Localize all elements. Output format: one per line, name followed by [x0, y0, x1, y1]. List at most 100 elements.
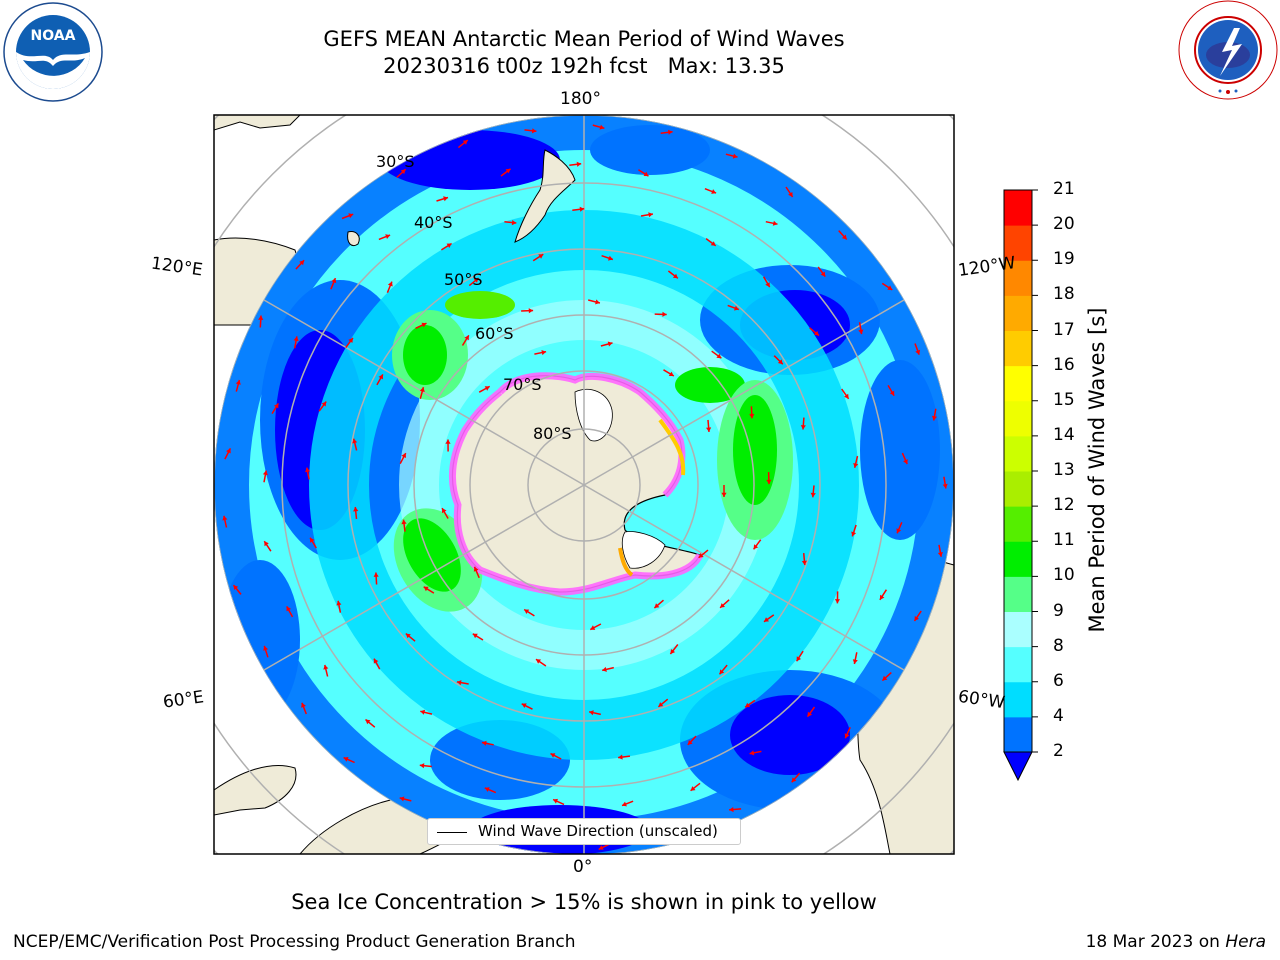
wind-wave-arrowhead: [915, 349, 921, 355]
wind-wave-arrowhead: [528, 308, 534, 314]
chart-subtitle: 20230316 t00z 192h fcst Max: 13.35: [383, 54, 785, 78]
colorbar-tick-label: 15: [1053, 389, 1075, 410]
wind-wave-arrowhead: [473, 566, 479, 572]
wind-wave-arrowhead: [887, 285, 893, 290]
wind-wave-arrowhead: [599, 124, 605, 130]
wind-wave-arrowhead: [690, 786, 696, 791]
ice-shelf-weddell: [621, 531, 666, 569]
wind-wave-arrowhead: [937, 552, 943, 557]
colorbar-tick-label: 2: [1053, 741, 1064, 761]
wind-wave-arrowhead: [336, 600, 342, 606]
wind-wave-arrowhead: [668, 129, 673, 135]
wind-wave-arrowhead: [579, 206, 585, 212]
wind-wave-arrowhead: [765, 282, 770, 288]
wind-wave-arrowhead: [401, 453, 406, 458]
wind-wave-arrowhead: [764, 617, 769, 622]
tasmania-land: [347, 231, 360, 246]
lon-label-180: 180°: [560, 89, 601, 109]
colorbar-segment: [1004, 260, 1032, 296]
colorbar-tick-label: 17: [1053, 319, 1075, 340]
wind-wave-arrowhead: [711, 189, 717, 194]
wind-wave-arrowhead: [481, 740, 487, 746]
wind-wave-arrowhead: [423, 586, 429, 592]
graticule: [214, 115, 954, 854]
wind-wave-arrowhead: [706, 427, 712, 432]
wind-wave-arrowhead: [222, 515, 228, 521]
wind-wave-arrowhead: [262, 470, 268, 476]
wind-wave-arrowhead: [400, 169, 406, 175]
wind-wave-arrowhead: [233, 585, 239, 590]
wind-wave-arrowhead: [643, 171, 649, 177]
wind-wave-arrowhead: [348, 338, 353, 343]
wind-wave-arrowhead: [721, 492, 727, 497]
wind-wave-arrowhead: [385, 234, 391, 239]
wind-wave-arrowhead: [323, 664, 329, 670]
wind-wave-arrowhead: [378, 374, 383, 380]
wind-wave-arrowhead: [720, 603, 725, 608]
wind-wave-arrows: [222, 124, 948, 851]
colorbar-tick-label: 11: [1053, 530, 1075, 551]
wind-wave-arrowhead: [668, 371, 674, 376]
wind-wave-arrowhead: [772, 220, 778, 226]
colorbar-segment: [1004, 400, 1032, 437]
wind-wave-arrowhead: [401, 519, 407, 525]
wind-wave-arrowhead: [472, 633, 478, 639]
wind-wave-arrowhead: [732, 153, 738, 159]
wind-wave-arrowhead: [595, 299, 600, 305]
wind-wave-arrowhead: [421, 322, 427, 328]
wind-wave-arrowhead: [729, 807, 734, 813]
wind-wave-arrowhead: [618, 754, 623, 760]
wind-wave-arrowhead: [734, 305, 739, 311]
colorbar-tick-label: 9: [1053, 600, 1064, 621]
wind-wave-arrowhead: [484, 386, 490, 391]
colorbar-segment: [1004, 190, 1032, 226]
wind-wave-arrowhead: [852, 659, 858, 664]
wind-wave-arrowhead: [687, 740, 693, 745]
wind-wave-arrowhead: [553, 798, 558, 804]
wind-wave-arrowhead: [716, 353, 722, 359]
wind-wave-arrowhead: [622, 801, 627, 807]
wind-wave-arrowhead: [373, 658, 379, 664]
wind-wave-arrowhead: [299, 260, 305, 266]
lat-label-80s: 80°S: [533, 424, 572, 443]
wind-wave-arrowhead: [766, 479, 772, 485]
colorbar-segment: [1004, 471, 1032, 507]
wind-wave-arrowhead: [301, 702, 306, 708]
wind-wave-arrowhead: [373, 572, 379, 577]
wind-wave-arrowhead: [658, 702, 664, 707]
lon-label-0: 0°: [573, 857, 593, 877]
wind-wave-arrowhead: [844, 393, 849, 399]
wind-wave-arrowhead: [749, 750, 755, 756]
wind-wave-arrowhead: [505, 168, 511, 174]
wind-wave-arrowhead: [484, 787, 490, 792]
wind-wave-arrowhead: [352, 438, 358, 444]
colorbar-tick-label: 19: [1053, 249, 1075, 270]
colorbar-tick-label: 12: [1053, 495, 1075, 516]
wind-wave-arrowhead: [550, 753, 556, 758]
wind-wave-arrowhead: [853, 463, 859, 468]
wind-wave-arrowhead: [608, 255, 613, 261]
colorbar: [1003, 189, 1038, 782]
wind-wave-arrowhead: [305, 467, 311, 473]
wind-wave-arrowhead: [914, 616, 919, 621]
wind-wave-arrowhead: [589, 710, 594, 716]
chart-title: GEFS MEAN Antarctic Mean Period of Wind …: [323, 27, 845, 51]
wind-wave-arrowhead: [903, 459, 908, 465]
colorbar-segment: [1004, 435, 1032, 472]
wind-wave-arrowhead: [419, 387, 425, 392]
wind-wave-arrowhead: [844, 733, 850, 739]
colorbar-segment: [1004, 541, 1032, 577]
footer-host: Hera: [1225, 932, 1266, 952]
wind-wave-arrowhead: [387, 281, 393, 287]
wind-wave-arrowhead: [719, 669, 725, 675]
wind-wave-arrowhead: [753, 544, 759, 550]
wind-wave-arrowhead: [648, 212, 653, 218]
wind-wave-arrowhead: [343, 757, 349, 762]
wind-wave-arrowhead: [473, 278, 479, 283]
wind-wave-arrowhead: [263, 645, 269, 651]
wind-wave-arrowhead: [607, 341, 613, 347]
wind-wave-arrowhead: [745, 702, 751, 708]
wind-wave-arrowhead: [807, 711, 813, 717]
wind-wave-arrowhead: [931, 415, 937, 421]
wind-wave-arrowhead: [348, 213, 354, 219]
